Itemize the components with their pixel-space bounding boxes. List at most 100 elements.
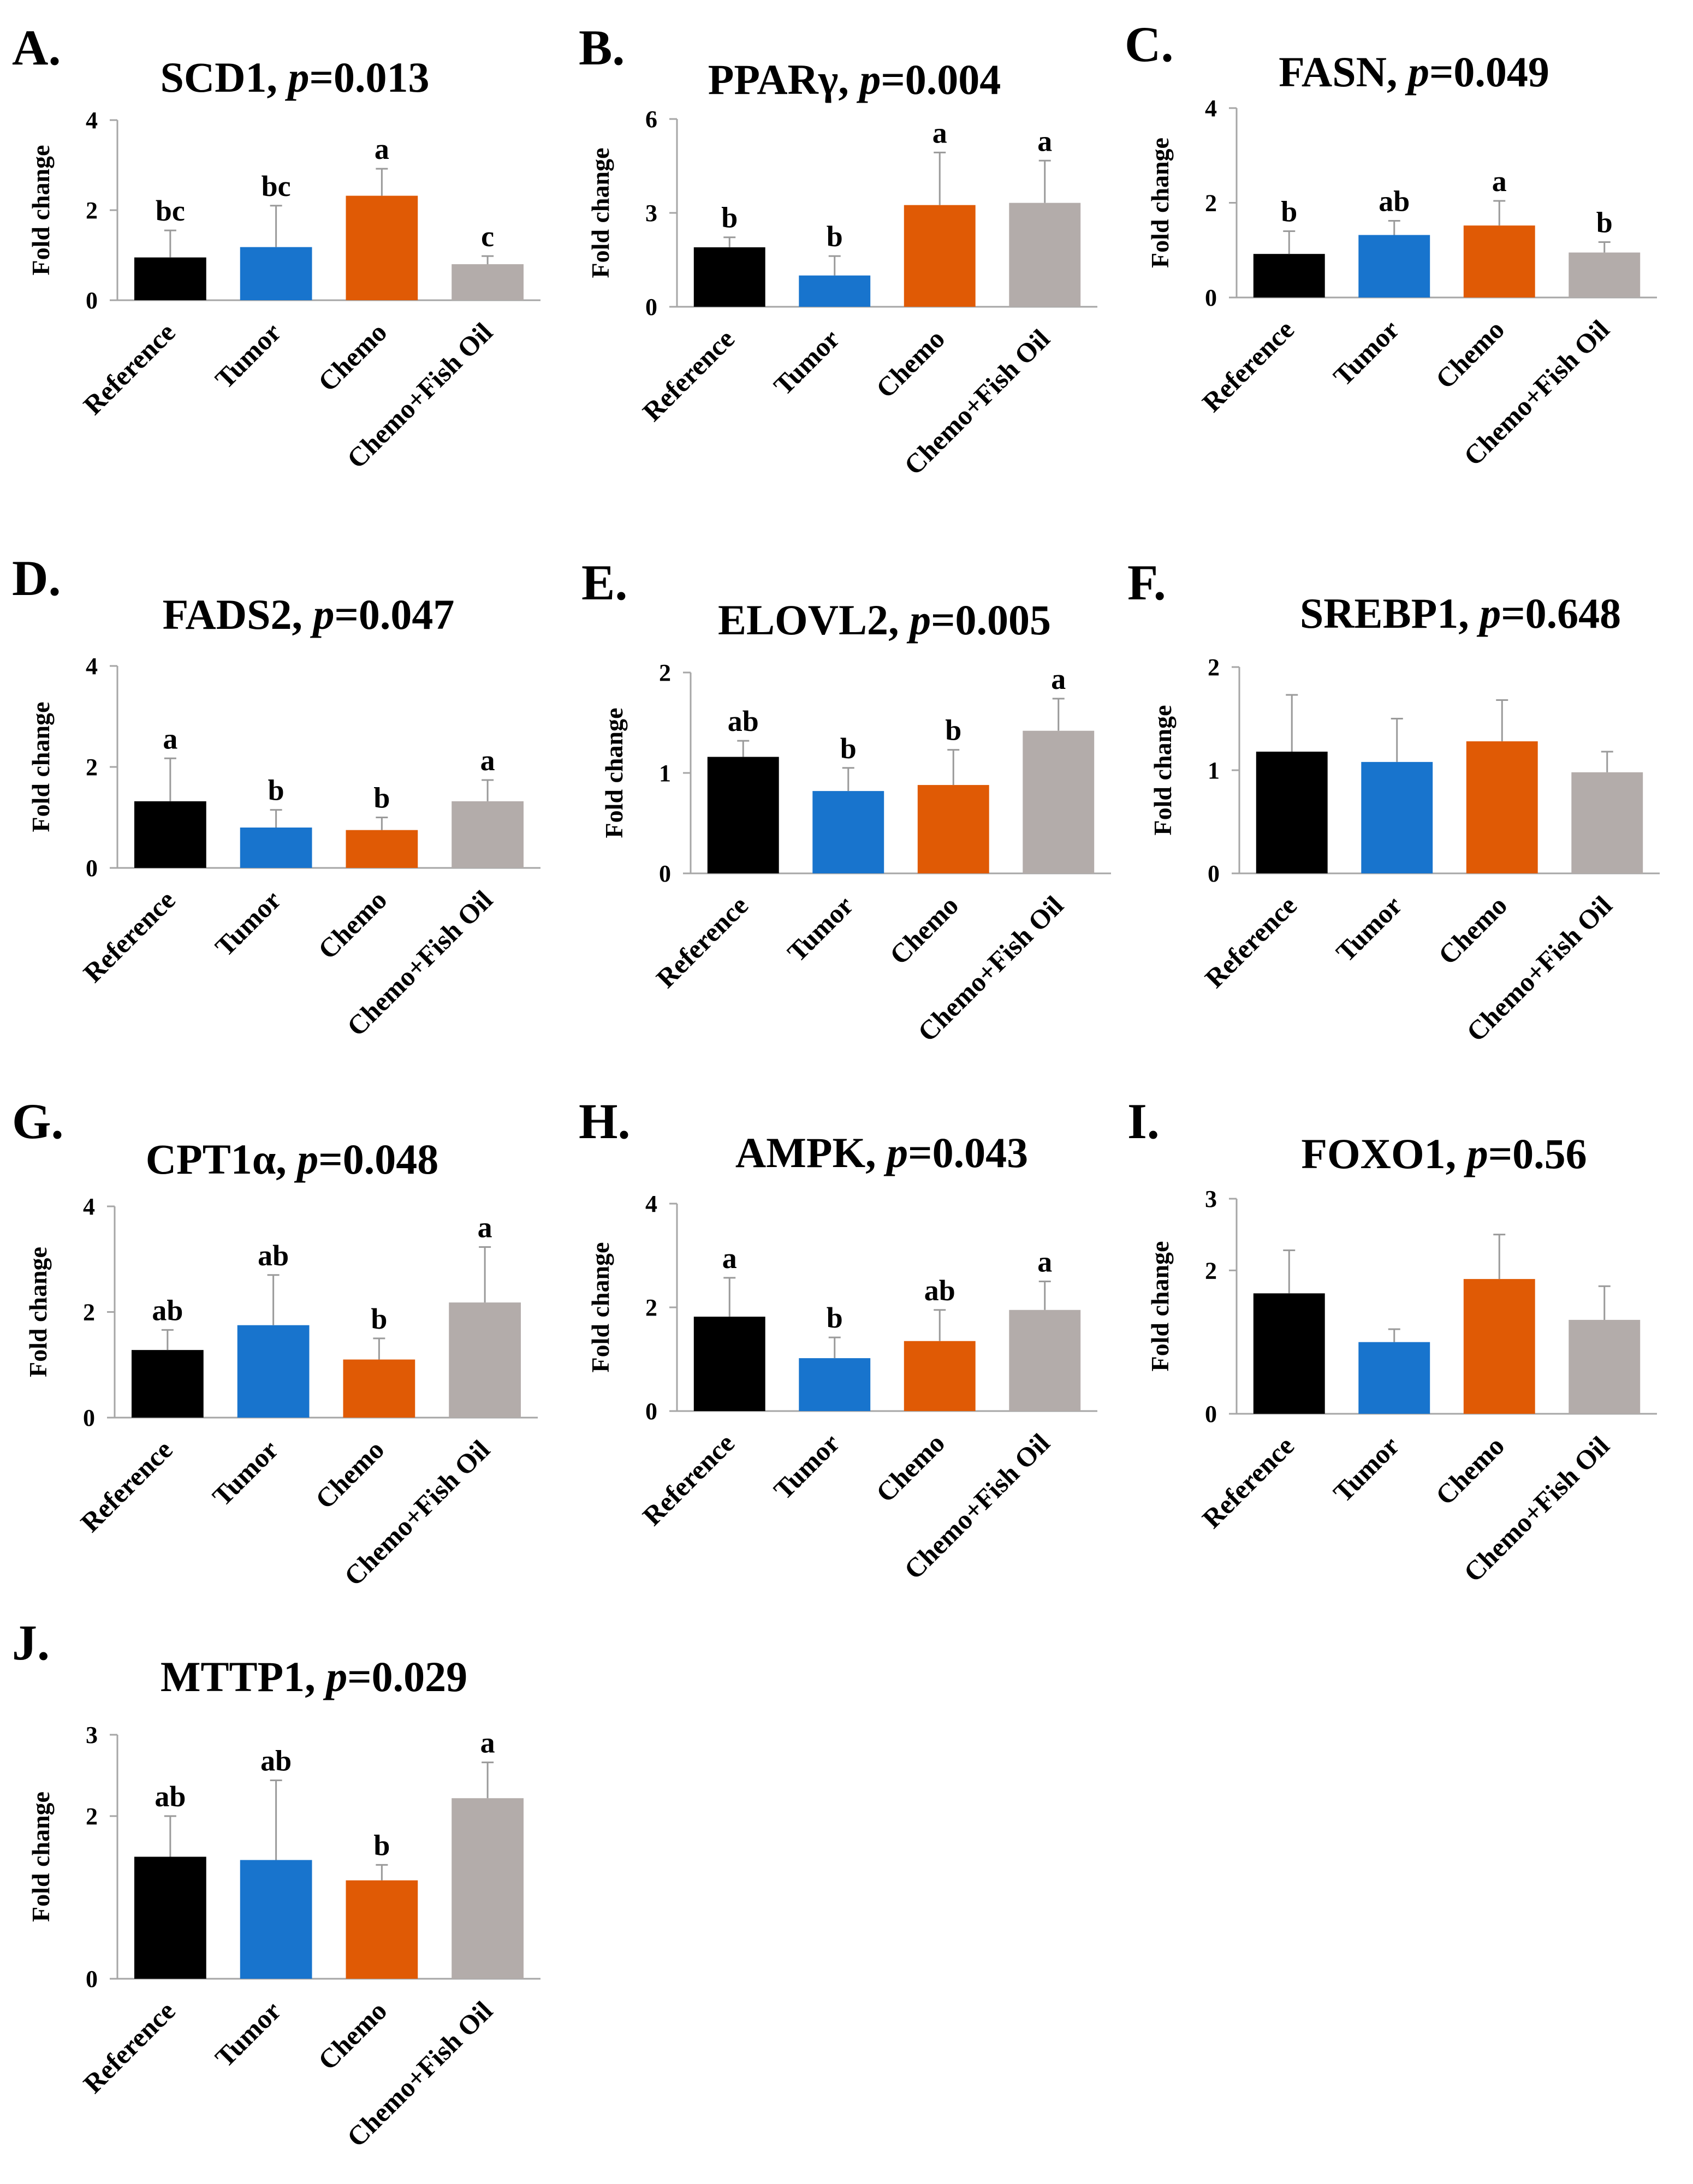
bar-reference bbox=[693, 247, 765, 307]
significance-label: a bbox=[478, 1211, 492, 1243]
title-p-value: =0.648 bbox=[1501, 590, 1621, 637]
significance-label: a bbox=[1037, 1246, 1052, 1278]
y-tick-label: 0 bbox=[86, 1966, 98, 1992]
significance-label: ab bbox=[1379, 185, 1410, 217]
significance-label: b bbox=[840, 732, 857, 765]
y-tick-label: 2 bbox=[1205, 1257, 1217, 1284]
title-p-label: p bbox=[906, 596, 931, 644]
title-p-label: p bbox=[294, 1135, 318, 1183]
title-gene: MTTP1 bbox=[161, 1653, 305, 1700]
significance-label: b bbox=[1281, 195, 1297, 228]
significance-label: a bbox=[480, 1727, 495, 1759]
bar-chemo-fish-oil bbox=[452, 801, 524, 868]
y-tick-label: 0 bbox=[1205, 1401, 1217, 1427]
y-tick-label: 6 bbox=[645, 106, 657, 133]
x-tick-label: Chemo bbox=[1429, 314, 1510, 395]
significance-label: ab bbox=[260, 1744, 292, 1777]
bar-chemo-fish-oil bbox=[449, 1302, 521, 1418]
significance-label: ab bbox=[155, 1780, 186, 1813]
significance-label: ab bbox=[152, 1294, 183, 1326]
panel-letter: H. bbox=[579, 1093, 631, 1149]
y-tick-label: 4 bbox=[86, 107, 98, 134]
bar-chemo-fish-oil bbox=[1009, 203, 1081, 307]
y-tick-label: 4 bbox=[645, 1191, 657, 1217]
title-p-label: p bbox=[310, 591, 334, 638]
bar-tumor bbox=[1361, 761, 1433, 873]
significance-label: b bbox=[721, 201, 738, 234]
y-tick-label: 0 bbox=[645, 1398, 657, 1425]
significance-label: a bbox=[1037, 124, 1052, 157]
y-tick-label: 2 bbox=[83, 1299, 95, 1326]
chart-panel-9: I. FOXO1, p=0.56 0 2 3 Fold change Reference Tu… bbox=[1127, 1093, 1657, 1588]
x-tick-label: Chemo bbox=[870, 323, 951, 404]
x-tick-label: Reference bbox=[78, 1995, 181, 2099]
bar-chemo-fish-oil bbox=[1571, 772, 1643, 873]
title-sep: , bbox=[292, 591, 313, 638]
y-tick-label: 0 bbox=[1208, 860, 1220, 887]
title-gene: FADS2 bbox=[163, 591, 292, 638]
y-axis-label: Fold change bbox=[600, 708, 628, 838]
title-gene: FOXO1 bbox=[1301, 1130, 1445, 1177]
chart-title: SCD1, p=0.013 bbox=[161, 53, 430, 101]
panel-letter: F. bbox=[1127, 555, 1166, 610]
chart-panel-4: D. FADS2, p=0.047 0 2 4 Fold change a Reference… bbox=[12, 550, 540, 1042]
y-axis-label: Fold change bbox=[1146, 138, 1174, 268]
x-tick-label: Tumor bbox=[209, 884, 287, 962]
bar-chemo-fish-oil bbox=[452, 1798, 524, 1979]
chart-title: FASN, p=0.049 bbox=[1279, 48, 1549, 96]
chart-panel-8: H. AMPK, p=0.043 0 2 4 Fold change a Reference b… bbox=[579, 1093, 1097, 1585]
y-tick-label: 0 bbox=[86, 855, 98, 882]
title-p-value: =0.043 bbox=[908, 1129, 1028, 1176]
bar-chemo bbox=[346, 1880, 418, 1979]
chart-panel-1: A. SCD1, p=0.013 0 2 4 Fold change bc Reference… bbox=[12, 20, 540, 474]
significance-label: a bbox=[163, 722, 177, 755]
title-gene: ELOVL2 bbox=[718, 596, 888, 644]
bar-chemo bbox=[343, 1359, 415, 1418]
chart-title: ELOVL2, p=0.005 bbox=[718, 596, 1051, 644]
significance-label: b bbox=[373, 782, 390, 814]
y-axis-label: Fold change bbox=[27, 1792, 55, 1922]
x-tick-label: Tumor bbox=[1327, 1430, 1405, 1508]
x-tick-label: Reference bbox=[1196, 314, 1300, 418]
bar-tumor bbox=[799, 275, 871, 307]
y-tick-label: 3 bbox=[1205, 1186, 1217, 1212]
y-tick-label: 4 bbox=[1205, 95, 1217, 122]
y-tick-label: 4 bbox=[83, 1193, 95, 1220]
title-sep: , bbox=[267, 53, 288, 101]
title-sep: , bbox=[305, 1653, 326, 1700]
bar-tumor bbox=[1358, 235, 1430, 297]
title-sep: , bbox=[1387, 48, 1408, 96]
y-axis-label: Fold change bbox=[1149, 705, 1177, 836]
x-tick-label: Tumor bbox=[1327, 314, 1405, 391]
y-tick-label: 0 bbox=[86, 287, 98, 314]
chart-panel-2: B. PPARγ, p=0.004 0 3 6 Fold change b Reference… bbox=[579, 20, 1097, 481]
x-tick-label: Tumor bbox=[209, 317, 287, 394]
title-p-value: =0.029 bbox=[347, 1653, 467, 1700]
title-gene: SCD1 bbox=[161, 53, 267, 101]
title-p-value: =0.048 bbox=[318, 1135, 438, 1183]
significance-label: b bbox=[268, 774, 284, 807]
significance-label: b bbox=[1596, 206, 1613, 239]
panel-letter: E. bbox=[581, 555, 627, 610]
bar-chemo bbox=[1466, 741, 1538, 873]
bar-chemo bbox=[917, 785, 989, 873]
bar-reference bbox=[1256, 751, 1328, 873]
bar-tumor bbox=[1358, 1342, 1430, 1414]
x-tick-label: Tumor bbox=[768, 323, 845, 401]
chart-title: MTTP1, p=0.029 bbox=[161, 1653, 467, 1700]
significance-label: ab bbox=[258, 1239, 289, 1272]
significance-label: a bbox=[480, 744, 495, 777]
bar-reference bbox=[132, 1350, 204, 1418]
y-axis-label: Fold change bbox=[586, 1242, 614, 1373]
y-axis-label: Fold change bbox=[24, 1247, 52, 1377]
title-p-label: p bbox=[883, 1129, 908, 1176]
panel-letter: I. bbox=[1127, 1093, 1160, 1149]
bar-chemo-fish-oil bbox=[1569, 252, 1641, 297]
bar-chemo-fish-oil bbox=[452, 264, 524, 300]
y-tick-label: 0 bbox=[645, 294, 657, 320]
y-tick-label: 2 bbox=[645, 1294, 657, 1321]
significance-label: bc bbox=[156, 194, 185, 227]
title-p-label: p bbox=[1405, 48, 1429, 96]
x-tick-label: Chemo bbox=[312, 317, 393, 397]
